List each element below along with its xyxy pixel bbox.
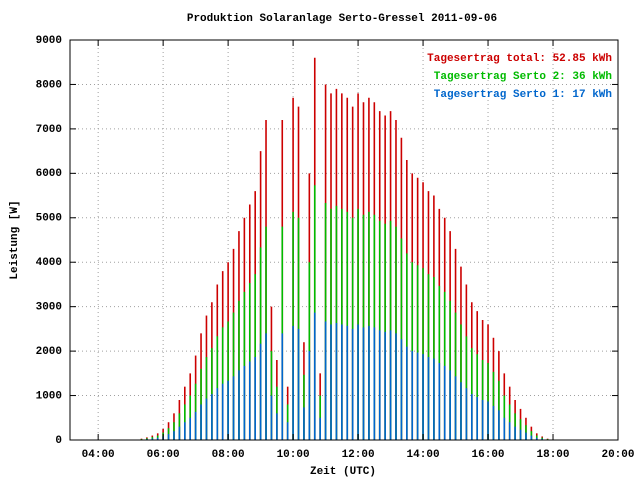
- y-tick-label: 2000: [36, 346, 62, 358]
- legend-entry: Tagesertrag Serto 2: 36 kWh: [434, 71, 612, 83]
- x-tick-label: 06:00: [147, 449, 180, 461]
- chart-title: Produktion Solaranlage Serto-Gressel 201…: [187, 13, 497, 25]
- x-tick-label: 10:00: [277, 449, 310, 461]
- axes: 0 1000 2000 3000 4000 5000 6000 7000 8000 9000 04:…: [36, 35, 635, 461]
- x-tick-label: 08:00: [212, 449, 245, 461]
- y-tick-label: 8000: [36, 79, 62, 91]
- x-tick-label: 16:00: [472, 449, 505, 461]
- x-tick-label: 12:00: [342, 449, 375, 461]
- y-tick-label: 9000: [36, 35, 62, 47]
- y-tick-label: 3000: [36, 302, 62, 314]
- y-tick-label: 5000: [36, 213, 62, 225]
- y-tick-label: 6000: [36, 168, 62, 180]
- x-tick-label: 18:00: [537, 449, 570, 461]
- plot-frame: [69, 39, 619, 441]
- x-tick-label: 14:00: [407, 449, 440, 461]
- y-tick-label: 4000: [36, 257, 62, 269]
- y-tick-label: 0: [55, 435, 62, 447]
- legend-entry: Tagesertrag total: 52.85 kWh: [427, 53, 612, 65]
- x-axis-label: Zeit (UTC): [310, 466, 376, 478]
- y-tick-label: 1000: [36, 390, 62, 402]
- x-tick-label: 20:00: [601, 449, 634, 461]
- legend-entry: Tagesertrag Serto 1: 17 kWh: [434, 89, 612, 101]
- y-axis-label: Leistung [W]: [9, 200, 21, 279]
- bars: [135, 57, 549, 440]
- y-tick-label: 7000: [36, 124, 62, 136]
- x-tick-label: 04:00: [82, 449, 115, 461]
